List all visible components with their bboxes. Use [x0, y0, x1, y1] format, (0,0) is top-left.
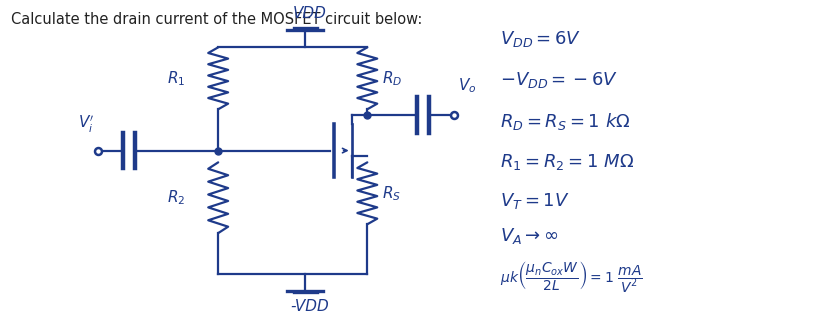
Text: $R_1$: $R_1$ — [167, 69, 185, 88]
Text: $V_i'$: $V_i'$ — [78, 113, 94, 135]
Text: $R_1 = R_2 = 1\ M\Omega$: $R_1 = R_2 = 1\ M\Omega$ — [500, 152, 634, 172]
Text: $V_o$: $V_o$ — [459, 76, 477, 95]
Text: $R_2$: $R_2$ — [167, 188, 185, 207]
Text: $R_D$: $R_D$ — [382, 69, 403, 88]
Text: $V_A \rightarrow \infty$: $V_A \rightarrow \infty$ — [500, 226, 559, 246]
Text: -VDD: -VDD — [290, 300, 329, 314]
Text: VDD: VDD — [293, 6, 326, 21]
Text: Calculate the drain current of the MOSFET circuit below:: Calculate the drain current of the MOSFE… — [11, 12, 423, 27]
Text: $R_D = R_S = 1\ k\Omega$: $R_D = R_S = 1\ k\Omega$ — [500, 111, 631, 132]
Text: $\mu k\left(\dfrac{\mu_n C_{ox} W}{2L}\right) = 1\ \dfrac{mA}{V^2}$: $\mu k\left(\dfrac{\mu_n C_{ox} W}{2L}\r… — [500, 260, 642, 295]
Text: $V_T = 1V$: $V_T = 1V$ — [500, 191, 570, 211]
Text: $-V_{DD} = -6V$: $-V_{DD} = -6V$ — [500, 70, 618, 90]
Text: $V_{DD} = 6V$: $V_{DD} = 6V$ — [500, 29, 581, 49]
Text: $R_S$: $R_S$ — [382, 184, 401, 203]
